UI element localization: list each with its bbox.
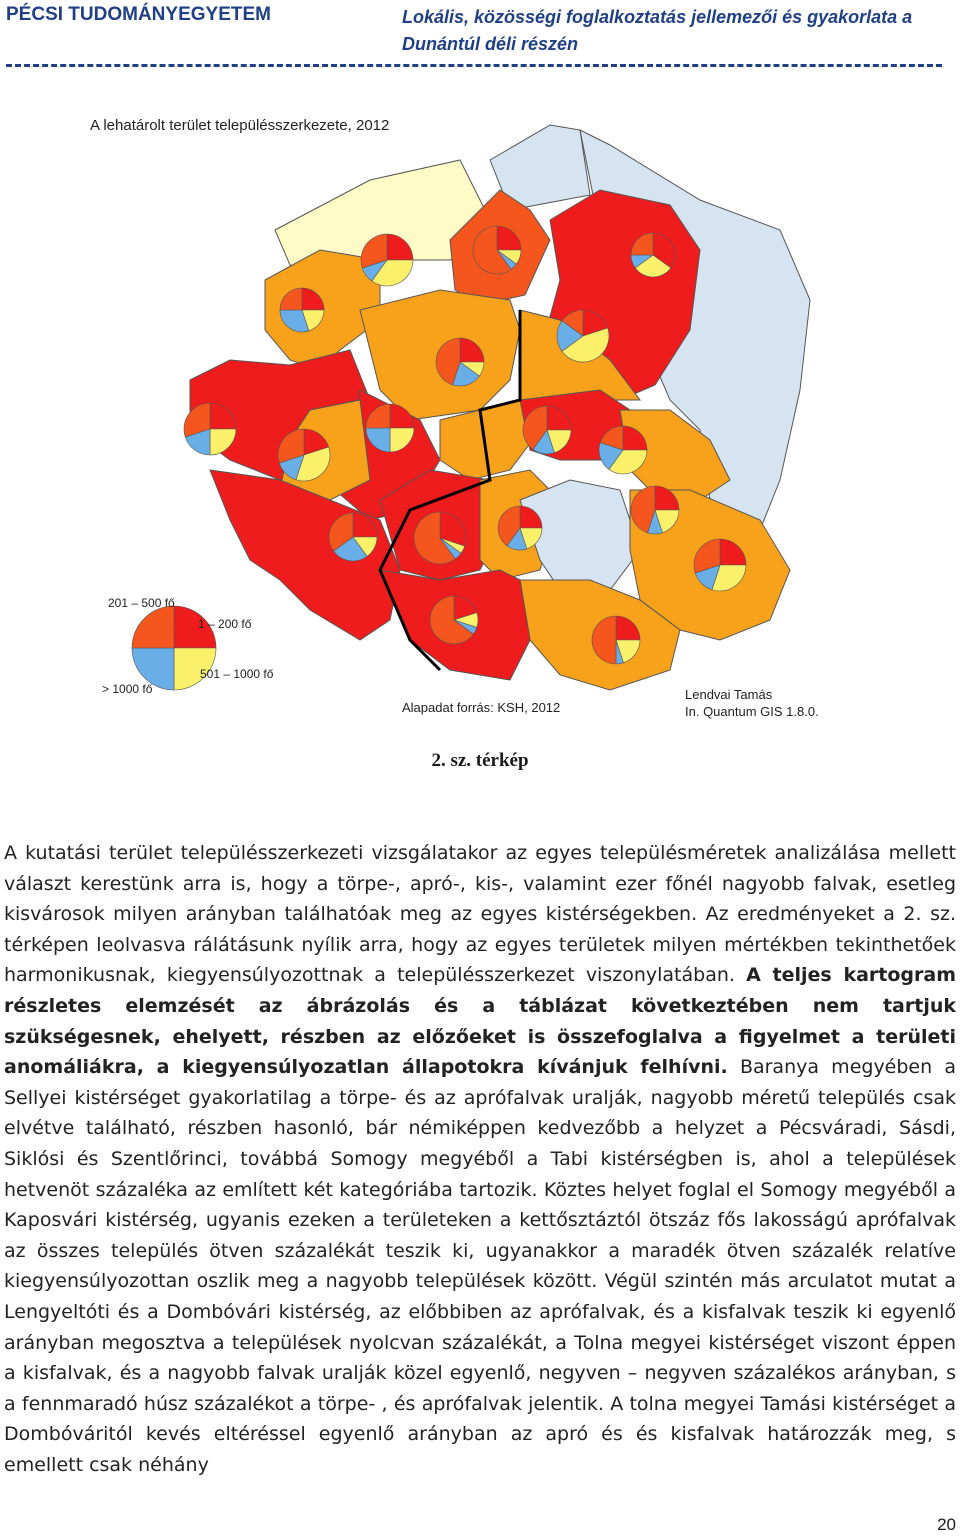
settlement-pie-17-slice bbox=[429, 595, 474, 645]
settlement-pie-16 bbox=[693, 538, 747, 592]
pie-charts bbox=[183, 225, 747, 665]
settlement-pie-10-slice bbox=[546, 405, 572, 431]
settlement-pie-2-slice bbox=[472, 225, 512, 275]
settlement-pie-10 bbox=[522, 405, 572, 455]
settlement-pie-13 bbox=[413, 511, 467, 565]
settlement-pie-16-slice bbox=[693, 538, 721, 574]
settlement-pie-9-slice bbox=[365, 427, 391, 453]
settlement-pie-4-slice bbox=[279, 309, 310, 333]
legend-label-201-500: 201 – 500 fő bbox=[108, 596, 175, 610]
settlement-pie-1-slice bbox=[371, 259, 414, 287]
settlement-pie-7-slice bbox=[183, 402, 211, 438]
settlement-structure-map: A lehatárolt terület településszerkezete… bbox=[80, 100, 860, 740]
settlement-pie-3-slice bbox=[630, 232, 654, 256]
body-text: A kutatási terület településszerkezeti v… bbox=[4, 838, 956, 1480]
legend-pie-chart-slice bbox=[173, 647, 217, 691]
settlement-pie-3-slice bbox=[634, 254, 672, 278]
settlement-pie-14 bbox=[497, 505, 543, 551]
region-south-lblue bbox=[519, 479, 641, 591]
map-source: Alapadat forrás: KSH, 2012 bbox=[402, 700, 560, 715]
paragraph-bold: A teljes kartogram részletes elemzését a… bbox=[4, 964, 956, 1079]
paragraph-intro: A kutatási terület településszerkezeti v… bbox=[4, 842, 956, 987]
settlement-pie-11-slice bbox=[622, 425, 648, 451]
settlement-pie-8-slice bbox=[277, 428, 305, 464]
settlement-pie-9 bbox=[365, 403, 415, 453]
settlement-pie-13-slice bbox=[413, 511, 456, 565]
settlement-pie-12-slice bbox=[333, 536, 368, 562]
university-name: PÉCSI TUDOMÁNYEGYETEM bbox=[6, 4, 271, 25]
settlement-pie-1-slice bbox=[386, 233, 414, 261]
settlement-pie-10-slice bbox=[522, 405, 548, 450]
page-number: 20 bbox=[937, 1515, 956, 1534]
settlement-pie-7-slice bbox=[209, 428, 237, 456]
legend-pie-chart-slice bbox=[131, 605, 175, 649]
settlement-pie-6 bbox=[556, 309, 610, 363]
paragraph-analysis: Baranya megyében a Sellyei kistérséget g… bbox=[4, 1056, 956, 1476]
settlement-pie-13-slice bbox=[439, 511, 467, 547]
map-title: A lehatárolt terület településszerkezete… bbox=[90, 117, 389, 134]
settlement-pie-5-slice bbox=[459, 337, 485, 363]
settlement-pie-5-slice bbox=[435, 337, 461, 386]
settlement-pie-8-slice bbox=[295, 446, 331, 482]
legend-label-1000-plus: > 1000 fő bbox=[102, 682, 153, 696]
region-orange-east bbox=[619, 409, 731, 501]
settlement-pie-11 bbox=[598, 425, 648, 475]
settlement-pie-12-slice bbox=[352, 512, 378, 538]
settlement-pie-1-slice bbox=[360, 233, 388, 269]
region-southwest-red bbox=[209, 469, 401, 641]
settlement-pie-12 bbox=[328, 512, 378, 562]
settlement-pie-3-slice bbox=[652, 232, 676, 269]
settlement-pie-3 bbox=[630, 232, 676, 278]
settlement-pie-17 bbox=[429, 595, 479, 645]
settlement-pie-1 bbox=[360, 233, 414, 287]
settlement-pie-14-slice bbox=[519, 505, 543, 529]
legend-pie-chart bbox=[131, 605, 217, 691]
legend-pie-chart-slice bbox=[131, 647, 175, 691]
settlement-pie-18 bbox=[591, 615, 641, 665]
settlement-pie-11-slice bbox=[599, 425, 624, 451]
settlement-pie-15-slice bbox=[654, 485, 680, 511]
settlement-pie-11-slice bbox=[608, 449, 648, 475]
county-border bbox=[378, 310, 522, 672]
settlement-pie-9-slice bbox=[389, 427, 415, 453]
settlement-pie-4 bbox=[279, 287, 325, 333]
header-divider bbox=[6, 64, 942, 67]
settlement-pie-15 bbox=[630, 485, 680, 535]
settlement-pie-4-slice bbox=[279, 287, 303, 311]
settlement-pie-7-slice bbox=[209, 402, 237, 430]
settlement-pie-2 bbox=[472, 225, 522, 275]
legend-pie bbox=[131, 605, 217, 691]
settlement-pie-14-slice bbox=[497, 505, 521, 547]
legend-label-1-200: 1 – 200 fő bbox=[198, 617, 252, 631]
settlement-pie-9-slice bbox=[365, 403, 391, 429]
settlement-pie-4-slice bbox=[301, 287, 325, 311]
map-software: In. Quantum GIS 1.8.0. bbox=[685, 704, 819, 719]
settlement-pie-16-slice bbox=[711, 564, 747, 592]
settlement-pie-7 bbox=[183, 402, 237, 456]
settlement-pie-6-slice bbox=[561, 309, 584, 337]
settlement-pie-2-slice bbox=[496, 225, 522, 251]
map-legend: 201 – 500 fő 1 – 200 fő 501 – 1000 fő > … bbox=[102, 596, 274, 696]
map-author: Lendvai Tamás bbox=[685, 687, 773, 702]
settlement-pie-9-slice bbox=[389, 403, 415, 429]
settlement-pie-18-slice bbox=[591, 615, 617, 665]
map-caption: 2. sz. térkép bbox=[431, 750, 529, 771]
settlement-pie-6-slice bbox=[561, 327, 610, 363]
settlement-pie-12-slice bbox=[328, 512, 354, 552]
legend-label-501-1000: 501 – 1000 fő bbox=[200, 667, 274, 681]
settlement-pie-16-slice bbox=[719, 538, 747, 566]
project-title: Lokális, közösségi foglalkoztatás jellem… bbox=[402, 7, 913, 54]
settlement-pie-5 bbox=[435, 337, 485, 387]
settlement-pie-18-slice bbox=[615, 615, 641, 641]
settlement-pie-15-slice bbox=[630, 485, 656, 534]
settlement-pie-8 bbox=[277, 428, 331, 482]
legend-pie-chart-slice bbox=[173, 605, 217, 649]
